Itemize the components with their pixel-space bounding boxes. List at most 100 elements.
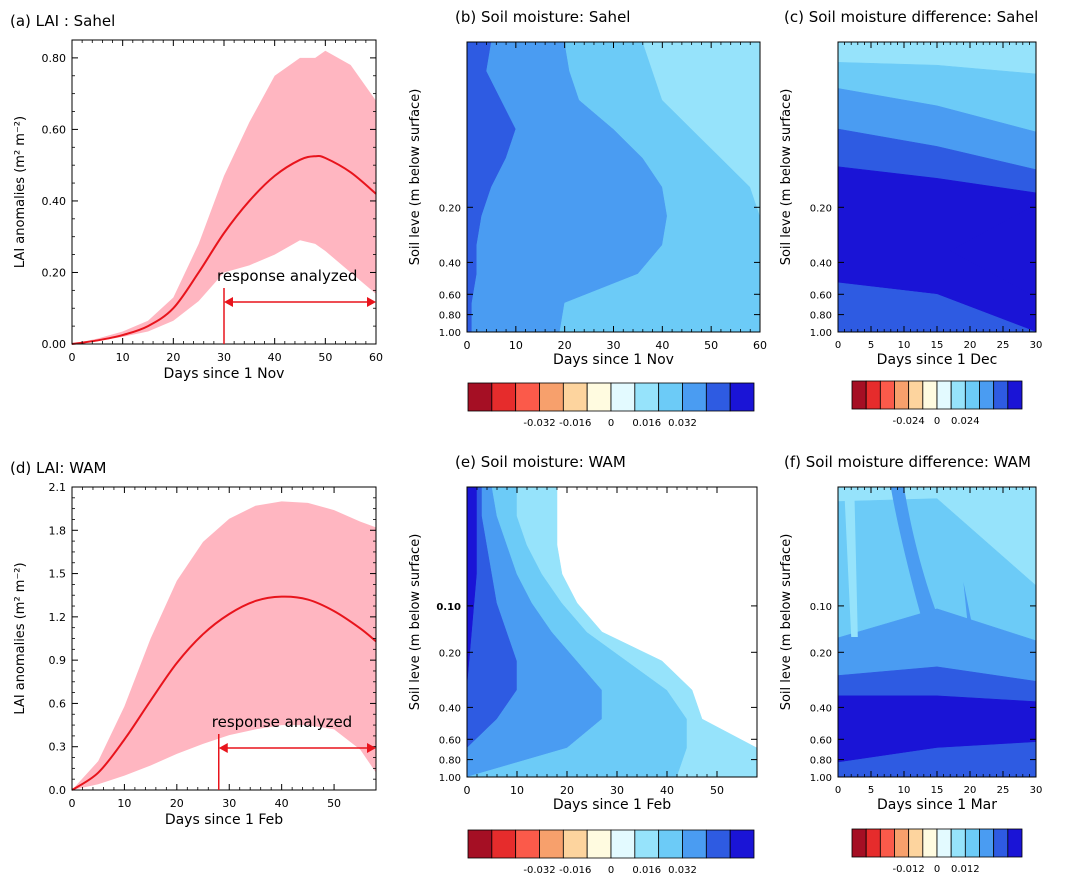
colorbar-swatch xyxy=(894,380,910,410)
colorbar-swatch xyxy=(879,828,895,858)
colorbar-swatch xyxy=(851,828,867,858)
y-tick-label: 0.40 xyxy=(439,258,461,269)
response-annotation: response analyzed xyxy=(217,267,357,285)
colorbar-label: 0 xyxy=(608,418,614,429)
y-tick-label: 0.60 xyxy=(42,123,67,136)
x-tick-label: 20 xyxy=(964,340,977,351)
colorbar-label: -0.016 xyxy=(559,865,591,876)
arrow-head-left xyxy=(218,743,228,753)
colorbar-swatch xyxy=(539,382,564,412)
heatmap-panel-c: 0 5 10 15 20 25 30 0.20 0.40 0.60 0.80 1.00 Soil lev… xyxy=(779,8,1042,427)
colorbar-swatch xyxy=(515,829,540,859)
colorbar-swatch xyxy=(979,380,995,410)
x-tick-label: 20 xyxy=(560,784,574,797)
x-tick-label: 50 xyxy=(327,797,341,810)
panel-title: (d) LAI: WAM xyxy=(10,459,106,477)
x-tick-label: 30 xyxy=(1030,340,1043,351)
colorbar-swatch xyxy=(879,380,895,410)
x-tick-label: 20 xyxy=(964,785,977,796)
colorbar-label: 0.032 xyxy=(668,865,697,876)
x-tick-label: 10 xyxy=(117,797,131,810)
x-axis-label: Days since 1 Feb xyxy=(165,812,283,828)
x-tick-label: 40 xyxy=(268,351,282,364)
y-tick-label: 1.2 xyxy=(49,611,67,624)
x-tick-label: 20 xyxy=(170,797,184,810)
x-axis-label: Days since 1 Nov xyxy=(164,366,285,382)
contour-plume xyxy=(963,582,977,647)
colorbar-swatch xyxy=(562,829,588,859)
colorbar-swatch xyxy=(729,829,755,859)
x-tick-label: 50 xyxy=(710,784,724,797)
colorbar-swatch xyxy=(610,829,636,859)
y-tick-label: 0.3 xyxy=(49,741,67,754)
y-tick-label: 0.6 xyxy=(49,697,67,710)
colorbar-swatch xyxy=(865,380,881,410)
colorbar-swatch xyxy=(682,829,707,859)
colorbar-swatch xyxy=(936,828,952,858)
x-tick-label: 30 xyxy=(217,351,231,364)
colorbar-swatch xyxy=(993,828,1009,858)
x-tick-label: 30 xyxy=(610,784,624,797)
arrow-head-right xyxy=(367,743,376,753)
x-tick-label: 40 xyxy=(655,339,669,352)
panel-title: (b) Soil moisture: Sahel xyxy=(455,8,630,26)
y-axis-label: LAI anomalies (m² m⁻²) xyxy=(13,562,28,714)
panel-title: (e) Soil moisture: WAM xyxy=(455,453,626,471)
colorbar-swatch xyxy=(851,380,867,410)
x-tick-label: 25 xyxy=(997,785,1010,796)
contour-wedge xyxy=(950,204,1036,298)
colorbar-label: 0.024 xyxy=(951,416,980,427)
y-tick-label: 0.40 xyxy=(439,703,461,714)
x-tick-label: 0 xyxy=(835,340,841,351)
response-annotation: response analyzed xyxy=(212,713,352,731)
colorbar-label: 0 xyxy=(934,864,940,875)
y-tick-label: 1.5 xyxy=(49,568,67,581)
colorbar-swatch xyxy=(515,382,540,412)
y-tick-label: 0.60 xyxy=(439,290,461,301)
uncertainty-band xyxy=(72,50,376,345)
colorbar-label: -0.016 xyxy=(559,418,591,429)
y-axis-label: Soil leve (m below surface) xyxy=(408,534,423,711)
x-axis-label: Days since 1 Nov xyxy=(553,352,674,368)
panel-title: (a) LAI : Sahel xyxy=(10,12,115,30)
plot-frame xyxy=(466,486,758,778)
x-tick-label: 5 xyxy=(868,340,874,351)
y-axis-label: Soil leve (m below surface) xyxy=(779,89,794,266)
colorbar-swatch xyxy=(682,382,707,412)
y-tick-label: 0.80 xyxy=(810,311,832,322)
y-tick-label: 1.00 xyxy=(810,328,832,339)
colorbar-swatch xyxy=(586,829,612,859)
x-tick-label: 50 xyxy=(704,339,718,352)
y-axis-label: Soil leve (m below surface) xyxy=(779,534,794,711)
y-tick-label: 0.80 xyxy=(42,52,67,65)
colorbar-swatch xyxy=(964,380,980,410)
y-tick-label: 1.00 xyxy=(439,773,461,784)
colorbar-label: -0.032 xyxy=(523,865,555,876)
x-tick-label: 50 xyxy=(318,351,332,364)
uncertainty-band xyxy=(72,501,376,790)
colorbar-swatch xyxy=(979,828,995,858)
contour-plume xyxy=(844,497,858,637)
colorbar-swatch xyxy=(634,382,660,412)
colorbar-swatch xyxy=(467,829,493,859)
colorbar-swatch xyxy=(922,828,938,858)
colorbar-swatch xyxy=(950,828,966,858)
x-tick-label: 30 xyxy=(607,339,621,352)
colorbar-swatch xyxy=(1007,380,1023,410)
colorbar-label: 0 xyxy=(608,865,614,876)
y-tick-label: 0.10 xyxy=(436,602,461,613)
y-tick-label: 0.60 xyxy=(810,735,832,746)
colorbar-swatch xyxy=(634,829,660,859)
colorbar-swatch xyxy=(658,382,683,412)
colorbar-label: 0.016 xyxy=(632,865,661,876)
colorbar-swatch xyxy=(491,382,517,412)
colorbar-swatch xyxy=(1007,828,1023,858)
colorbar-label: 0 xyxy=(934,416,940,427)
y-tick-label: 1.8 xyxy=(49,524,67,537)
colorbar-swatch xyxy=(950,380,966,410)
x-tick-label: 0 xyxy=(835,785,841,796)
y-tick-label: 0.10 xyxy=(810,602,832,613)
x-tick-label: 10 xyxy=(510,784,524,797)
y-tick-label: 0.00 xyxy=(42,338,67,351)
y-tick-label: 0.20 xyxy=(810,203,832,214)
